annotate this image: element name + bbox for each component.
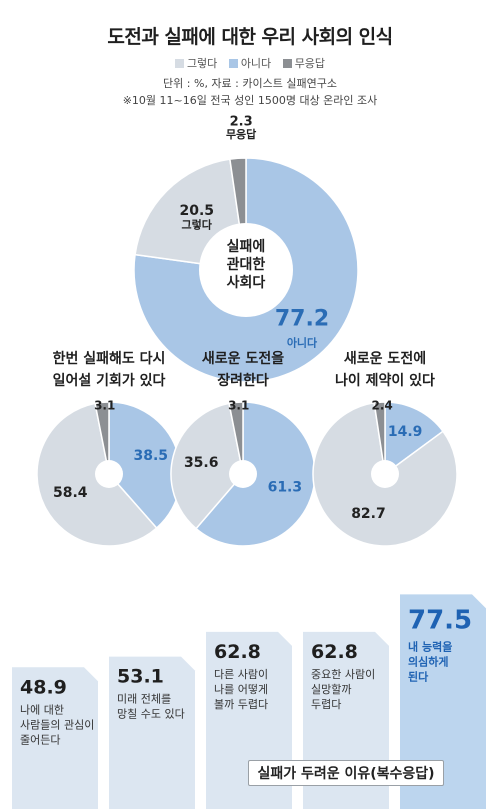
pie-2-hole [229, 460, 257, 488]
pie-0-center-line-1: 관대한 [227, 256, 266, 273]
pie-0-sub-label-2: 무응답 [226, 127, 256, 141]
pie-2-title-line-1: 장려한다 [217, 372, 269, 389]
bar-0-category-line-1: 사람들의 관심이 [20, 718, 94, 731]
legend-label-yes: 그렇다 [186, 57, 218, 70]
bar-0-category-line-0: 나에 대한 [20, 703, 64, 716]
pie-0-value-label-1: 20.5 [179, 203, 214, 219]
bar-3-value-label: 62.8 [311, 641, 358, 663]
pie-1-value-label-0: 38.5 [133, 448, 168, 464]
bar-2-category-line-1: 나를 어떻게 [214, 683, 268, 696]
bar-3-category-line-0: 중요한 사람이 [311, 668, 375, 681]
pie-0-sub-label-0: 아니다 [287, 335, 318, 349]
pie-3-value-label-1: 82.7 [351, 506, 386, 522]
bar-0 [12, 667, 98, 809]
pie-1-slice-2 [94, 401, 110, 475]
legend-item-no: 아니다 [228, 55, 272, 71]
pie-0-hole [199, 223, 293, 317]
pie-2-value-label-2: 3.1 [228, 399, 249, 413]
bar-0-category-line-2: 줄어든다 [20, 733, 60, 746]
pie-2-title-line-0: 새로운 도전을 [202, 350, 284, 367]
legend-swatch-no [228, 59, 238, 68]
pie-0-center-line-0: 실패에 [227, 239, 266, 255]
legend-label-na: 무응답 [294, 57, 326, 70]
pie-1-value-label-1: 58.4 [53, 485, 88, 501]
bar-4 [400, 594, 486, 809]
pie-1-title-line-1: 일어설 기회가 있다 [53, 372, 166, 389]
legend-swatch-na [282, 59, 292, 68]
legend-item-na: 무응답 [282, 55, 326, 71]
bar-2-category-line-2: 볼까 두렵다 [214, 698, 268, 711]
pie-3-value-label-2: 2.4 [371, 398, 392, 412]
pie-3-value-label-0: 14.9 [388, 424, 423, 440]
unit-note: 단위 : %, 자료 : 카이스트 실패연구소 [163, 77, 337, 90]
bar-3-category-line-1: 실망할까 [311, 683, 351, 696]
pie-3-hole [371, 460, 399, 488]
bar-0-value-label: 48.9 [20, 676, 67, 698]
pie-1-hole [95, 460, 123, 488]
pie-1-title-line-0: 한번 실패해도 다시 [53, 351, 166, 367]
pie-3-title-line-1: 나이 제약이 있다 [335, 372, 435, 389]
bar-4-value-label: 77.5 [408, 605, 472, 635]
bar-3-category-line-2: 두렵다 [311, 698, 341, 711]
bar-4-category-line-2: 된다 [408, 669, 429, 683]
bar-2-category-line-0: 다른 사람이 [214, 668, 268, 681]
pie-2-value-label-0: 61.3 [268, 480, 303, 496]
pie-2-slice-1 [170, 402, 244, 530]
chart-title: 도전과 실패에 대한 우리 사회의 인식 [107, 26, 393, 48]
pie-3-slice-0 [384, 401, 445, 476]
pie-2-value-label-1: 35.6 [184, 455, 219, 471]
pie-0-center-line-2: 사회다 [227, 275, 266, 291]
pie-2-slice-2 [228, 401, 244, 475]
bar-2-value-label: 62.8 [214, 641, 261, 663]
bar-1 [109, 656, 195, 809]
bar-4-category-line-0: 내 능력을 [408, 639, 452, 653]
pie-3-slice-2 [373, 401, 386, 475]
legend-swatch-yes [174, 59, 184, 68]
bar-1-category-line-0: 미래 전체를 [117, 693, 171, 706]
bar-1-value-label: 53.1 [117, 666, 164, 688]
bar-1-category-line-1: 망칠 수도 있다 [117, 708, 185, 721]
bars-title: 실패가 두려운 이유(복수응답) [248, 760, 444, 786]
bar-4-category-line-1: 의심하게 [408, 654, 448, 668]
legend-label-no: 아니다 [240, 57, 272, 70]
pie-0-value-label-0: 77.2 [275, 306, 329, 331]
pie-0-sub-label-1: 그렇다 [182, 217, 213, 231]
pie-3-title-line-0: 새로운 도전에 [344, 350, 426, 367]
pie-1-value-label-2: 3.1 [94, 399, 115, 413]
legend-item-yes: 그렇다 [174, 55, 218, 71]
pie-0-value-label-2: 2.3 [230, 115, 253, 130]
survey-note: ※10월 11~16일 전국 성인 1500명 대상 온라인 조사 [122, 94, 378, 107]
legend: 그렇다 아니다 무응답 [0, 55, 500, 71]
